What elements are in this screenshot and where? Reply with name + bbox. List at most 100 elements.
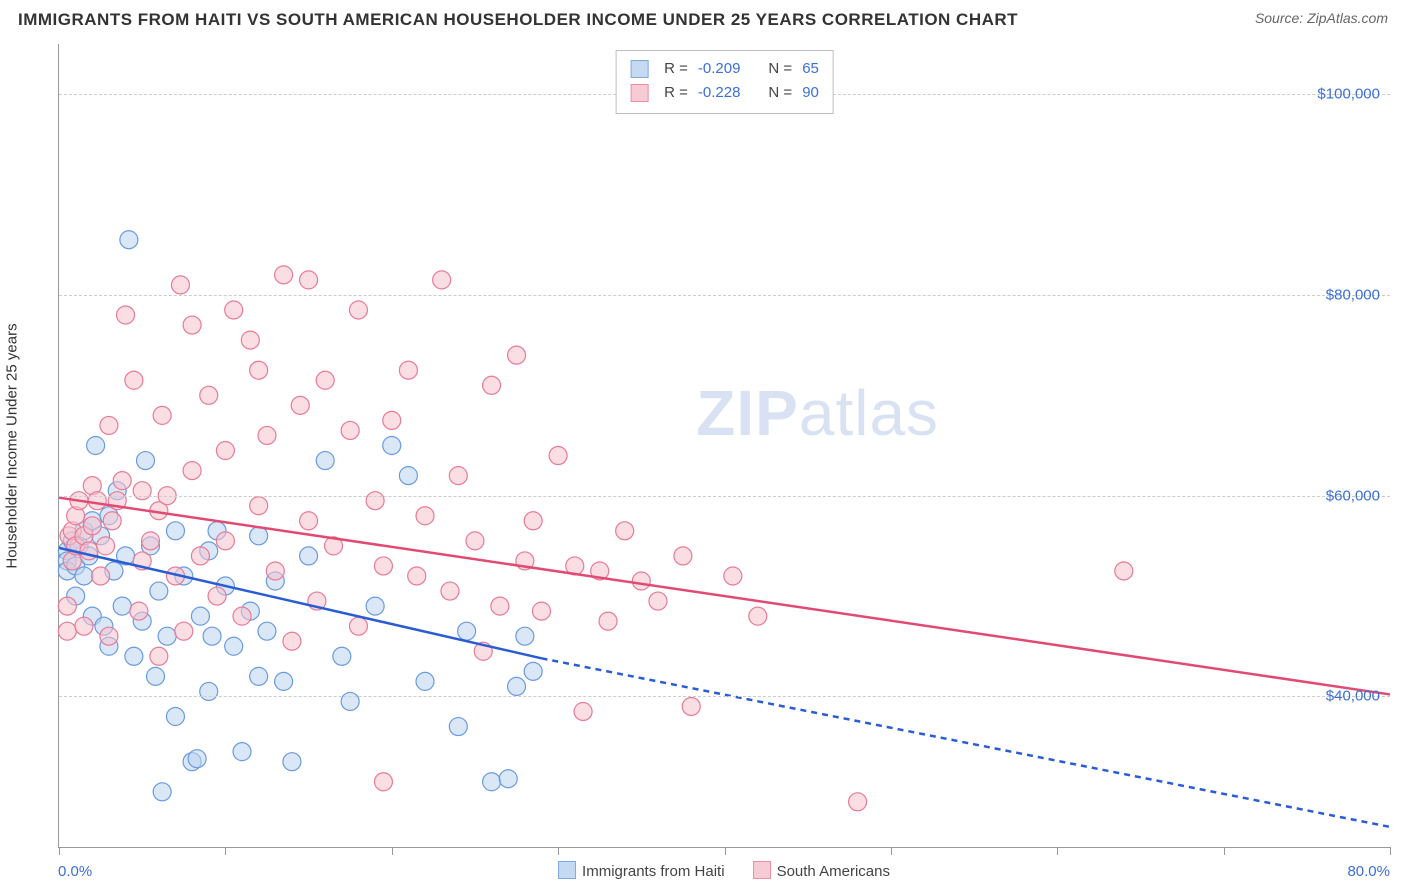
scatter-point-southamerican (549, 447, 567, 465)
scatter-point-southamerican (524, 512, 542, 530)
scatter-point-southamerican (399, 361, 417, 379)
scatter-point-southamerican (483, 376, 501, 394)
x-axis-max-label: 80.0% (1347, 863, 1390, 880)
scatter-point-southamerican (117, 306, 135, 324)
scatter-point-southamerican (130, 602, 148, 620)
scatter-point-haiti (146, 667, 164, 685)
n-value: 65 (802, 57, 819, 81)
legend-label: Immigrants from Haiti (582, 863, 725, 880)
scatter-point-southamerican (142, 532, 160, 550)
scatter-point-southamerican (374, 557, 392, 575)
scatter-point-haiti (416, 672, 434, 690)
scatter-point-southamerican (83, 517, 101, 535)
x-axis-min-label: 0.0% (58, 863, 92, 880)
scatter-point-haiti (333, 647, 351, 665)
scatter-point-haiti (113, 597, 131, 615)
scatter-point-haiti (383, 437, 401, 455)
scatter-point-southamerican (508, 346, 526, 364)
scatter-point-haiti (316, 452, 334, 470)
r-value: -0.209 (698, 57, 741, 81)
scatter-point-southamerican (749, 607, 767, 625)
scatter-point-southamerican (374, 773, 392, 791)
scatter-point-southamerican (316, 371, 334, 389)
trend-line (59, 498, 1390, 695)
scatter-point-haiti (449, 718, 467, 736)
scatter-point-haiti (275, 672, 293, 690)
scatter-point-haiti (250, 667, 268, 685)
scatter-point-southamerican (100, 627, 118, 645)
scatter-point-southamerican (171, 276, 189, 294)
gridline-h (59, 696, 1390, 697)
scatter-point-southamerican (241, 331, 259, 349)
scatter-point-southamerican (674, 547, 692, 565)
legend-item-haiti: Immigrants from Haiti (558, 861, 725, 880)
scatter-point-haiti (258, 622, 276, 640)
scatter-point-southamerican (441, 582, 459, 600)
r-label: R = (664, 57, 688, 81)
legend-label: South Americans (777, 863, 890, 880)
scatter-point-haiti (191, 607, 209, 625)
scatter-point-southamerican (183, 462, 201, 480)
scatter-point-southamerican (849, 793, 867, 811)
legend-row-southamerican: R =-0.228N =90 (630, 81, 819, 105)
scatter-point-haiti (341, 692, 359, 710)
scatter-point-haiti (508, 677, 526, 695)
scatter-point-southamerican (1115, 562, 1133, 580)
scatter-point-southamerican (466, 532, 484, 550)
scatter-point-southamerican (649, 592, 667, 610)
r-value: -0.228 (698, 81, 741, 105)
scatter-point-haiti (158, 627, 176, 645)
scatter-point-southamerican (491, 597, 509, 615)
scatter-point-southamerican (92, 567, 110, 585)
scatter-point-haiti (188, 750, 206, 768)
series-legend: Immigrants from Haiti South Americans (558, 861, 890, 880)
scatter-point-haiti (233, 743, 251, 761)
scatter-point-southamerican (632, 572, 650, 590)
y-tick-label: $60,000 (1326, 487, 1380, 504)
scatter-point-southamerican (153, 406, 171, 424)
scatter-point-southamerican (133, 482, 151, 500)
scatter-point-southamerican (88, 492, 106, 510)
scatter-point-southamerican (58, 622, 76, 640)
scatter-point-southamerican (349, 617, 367, 635)
scatter-point-southamerican (724, 567, 742, 585)
scatter-point-southamerican (225, 301, 243, 319)
n-label: N = (768, 57, 792, 81)
y-tick-label: $100,000 (1317, 86, 1380, 103)
scatter-point-southamerican (75, 617, 93, 635)
scatter-point-haiti (87, 437, 105, 455)
scatter-point-haiti (166, 708, 184, 726)
x-axis-area: 0.0% Immigrants from Haiti South American… (58, 854, 1390, 880)
scatter-point-southamerican (300, 512, 318, 530)
scatter-point-southamerican (408, 567, 426, 585)
scatter-point-southamerican (599, 612, 617, 630)
scatter-point-southamerican (532, 602, 550, 620)
scatter-point-southamerican (291, 396, 309, 414)
scatter-point-southamerican (216, 442, 234, 460)
scatter-point-southamerican (449, 467, 467, 485)
scatter-point-southamerican (216, 532, 234, 550)
chart-title: IMMIGRANTS FROM HAITI VS SOUTH AMERICAN … (18, 10, 1018, 30)
scatter-point-haiti (225, 637, 243, 655)
scatter-point-southamerican (97, 537, 115, 555)
scatter-point-southamerican (300, 271, 318, 289)
source-link[interactable]: ZipAtlas.com (1307, 10, 1388, 26)
scatter-point-haiti (458, 622, 476, 640)
scatter-point-haiti (300, 547, 318, 565)
scatter-point-southamerican (100, 416, 118, 434)
scatter-point-southamerican (250, 361, 268, 379)
x-tick (1390, 847, 1391, 855)
n-value: 90 (802, 81, 819, 105)
legend-item-southamerican: South Americans (753, 861, 890, 880)
n-label: N = (768, 81, 792, 105)
scatter-point-southamerican (191, 547, 209, 565)
scatter-point-haiti (399, 467, 417, 485)
scatter-point-southamerican (183, 316, 201, 334)
scatter-point-southamerican (175, 622, 193, 640)
scatter-point-southamerican (113, 472, 131, 490)
scatter-point-southamerican (682, 697, 700, 715)
scatter-point-southamerican (200, 386, 218, 404)
scatter-point-southamerican (266, 562, 284, 580)
plot-region: ZIPatlas R =-0.209N =65R =-0.228N =90 $4… (58, 44, 1390, 848)
scatter-point-southamerican (616, 522, 634, 540)
